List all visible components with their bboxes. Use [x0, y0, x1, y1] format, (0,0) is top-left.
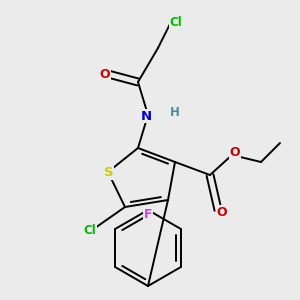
Text: H: H [170, 106, 180, 119]
Text: S: S [104, 167, 114, 179]
Text: Cl: Cl [84, 224, 96, 236]
Text: F: F [144, 208, 152, 221]
Text: Cl: Cl [169, 16, 182, 28]
Text: O: O [100, 68, 110, 82]
Text: N: N [140, 110, 152, 122]
Text: O: O [230, 146, 240, 158]
Text: O: O [217, 206, 227, 218]
